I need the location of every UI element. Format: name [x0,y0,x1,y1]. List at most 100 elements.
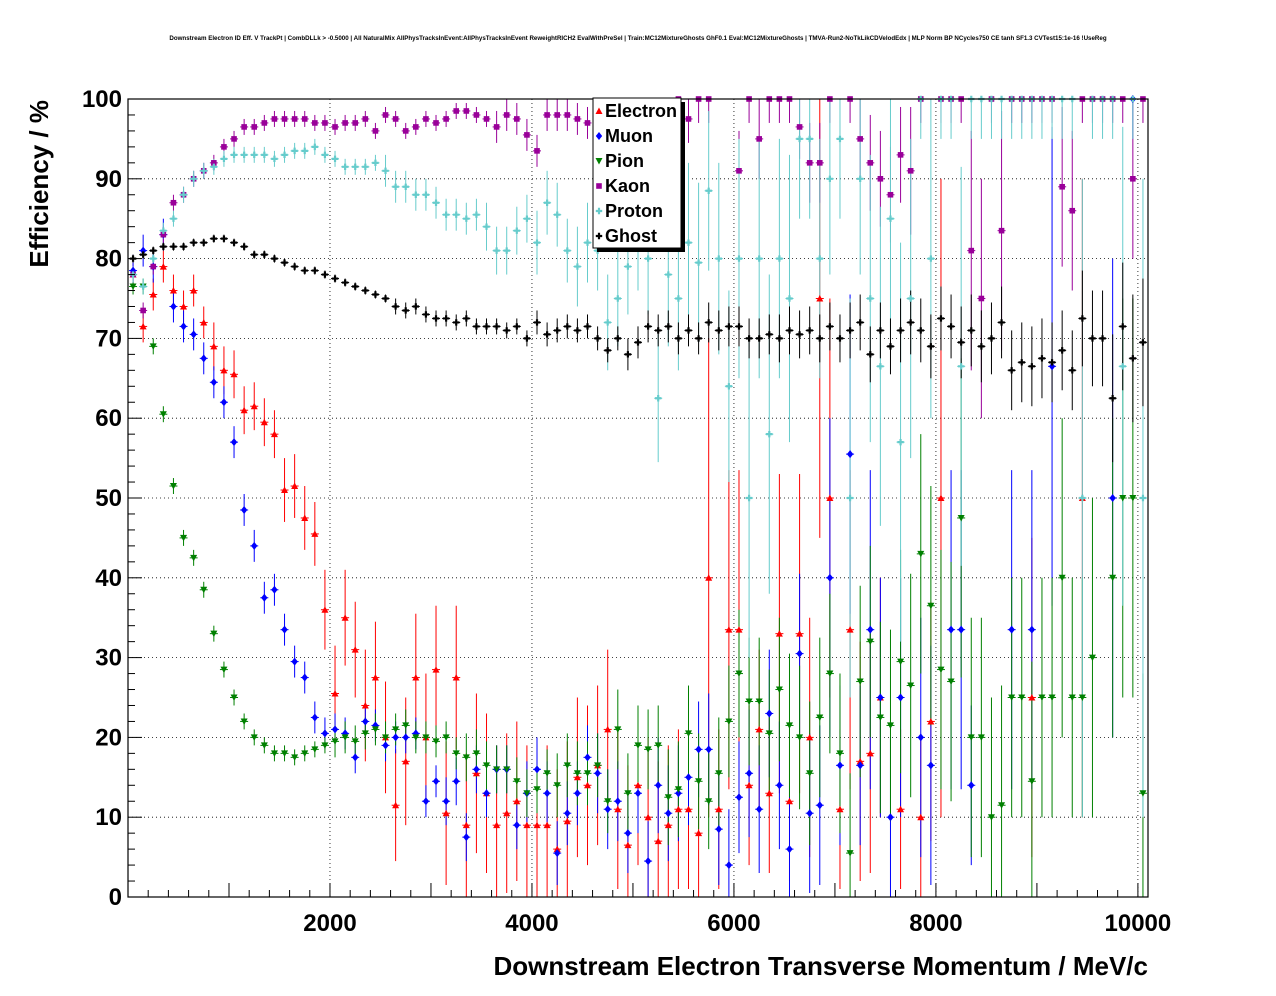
pion-point [1048,694,1056,701]
muon-point [200,354,207,363]
kaon-point [574,116,581,122]
kaon-point [806,160,813,166]
ghost-point [240,243,248,250]
legend-kaon-label: Kaon [605,176,650,196]
proton-point [372,159,379,167]
ghost-point [836,335,844,342]
muon-point [725,861,733,870]
ghost-point [301,267,308,274]
legend-electron-label: Electron [605,101,677,121]
electron-point [139,322,147,330]
electron-point [533,821,541,829]
x-tick-label: 2000 [303,910,356,937]
proton-point [897,438,904,446]
kaon-point [312,120,318,126]
proton-point [291,147,298,155]
electron-point [331,690,339,697]
electron-point [796,630,804,637]
electron-point [190,287,198,294]
electron-point [745,781,753,789]
electron-point [755,725,763,733]
ghost-point [513,323,521,330]
pion-point [503,766,511,773]
ghost-point [937,315,945,322]
kaon-point [756,136,762,142]
muon-point [220,398,228,407]
electron-point [200,318,208,326]
electron-point [856,757,864,765]
pion-point [392,726,400,733]
proton-point [463,215,470,222]
ghost-point [1058,347,1066,354]
kaon-point [140,307,146,314]
muon-point [180,322,187,331]
pion-point [159,411,167,418]
proton-point [493,247,500,254]
ghost-point [796,331,803,338]
electron-point [806,733,814,741]
kaon-point [372,128,379,134]
muon-point [240,505,248,514]
pion-point [523,790,531,797]
muon-point [301,673,308,682]
proton-point [644,255,652,262]
kaon-point [150,263,157,270]
kaon-point [493,124,500,130]
pion-point [846,850,854,857]
electron-point [452,674,460,681]
muon-point [947,625,955,634]
muon-point [190,330,197,339]
ghost-point [1129,355,1137,362]
muon-point [786,845,793,854]
pion-point [957,514,965,522]
muon-point [554,849,561,858]
proton-point [402,183,409,190]
pion-point [907,682,915,690]
proton-point [180,191,187,198]
ghost-point [1008,367,1015,374]
proton-point [806,135,813,143]
proton-point [392,183,399,190]
ghost-point [624,351,632,358]
muon-point [745,769,753,778]
proton-point [776,255,783,262]
kaon-point [998,227,1005,234]
pion-point [513,778,521,785]
ghost-point [947,323,955,330]
muon-point [564,809,571,818]
pion-point [735,670,743,678]
proton-point [503,247,510,254]
kaon-point [392,116,399,122]
ghost-point [170,243,177,250]
muon-point [513,821,521,830]
electron-point [210,342,218,350]
pion-point [1139,790,1147,797]
kaon-point [463,108,470,114]
muon-point [665,809,672,818]
muon-point [1109,494,1116,502]
kaon-point [342,120,348,126]
muon-point [755,805,763,814]
ghost-point [665,323,672,330]
muon-point [392,733,399,742]
muon-point [887,813,894,822]
ghost-point [826,323,834,330]
pion-point [634,742,642,749]
ghost-point [139,251,147,258]
electron-point [351,646,359,653]
pion-point [765,730,773,737]
ghost-point [362,287,369,294]
legend-proton-label: Proton [605,201,663,221]
ghost-point [998,319,1005,326]
ghost-point [715,327,722,334]
pion-point [695,778,703,785]
pion-point [462,754,470,761]
ghost-point [1109,395,1116,402]
ghost-point [907,319,914,326]
ghost-point [988,335,995,342]
proton-point [846,494,854,502]
pion-point [927,602,935,610]
ghost-point [251,251,258,258]
proton-point [190,175,197,182]
